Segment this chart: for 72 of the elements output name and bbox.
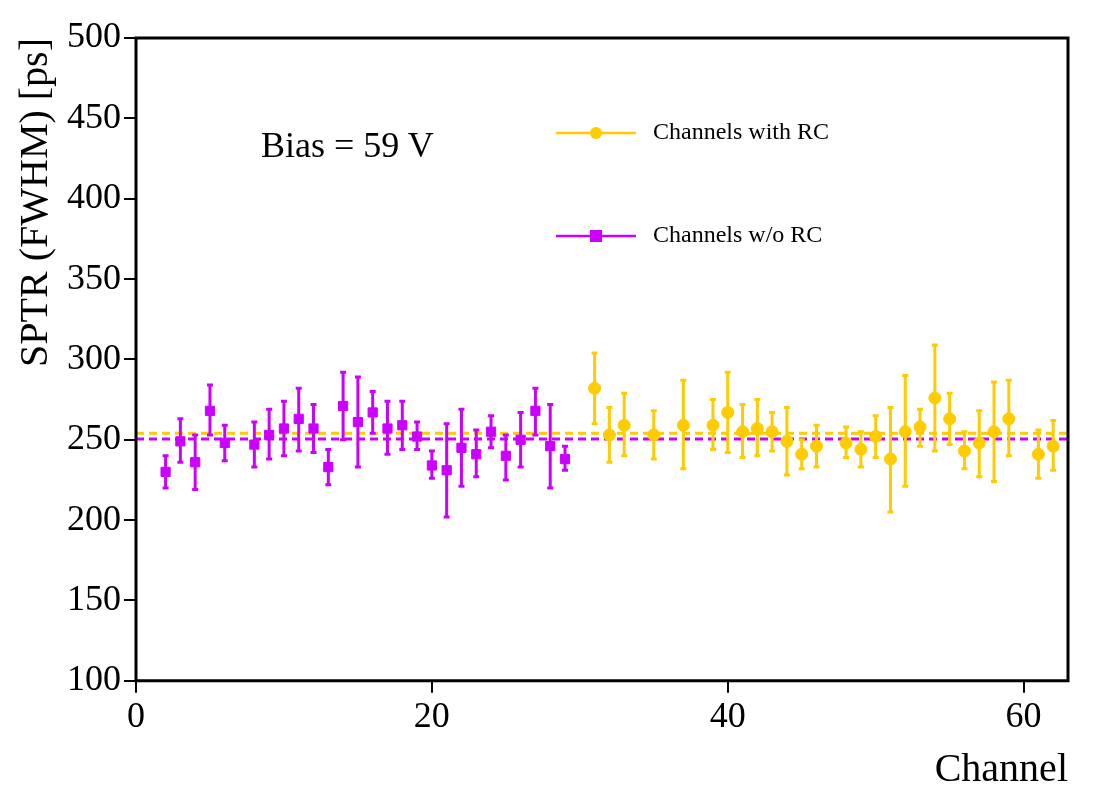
point	[160, 466, 171, 477]
point	[456, 442, 467, 453]
point	[293, 413, 304, 424]
y-tick-label: 400	[67, 176, 121, 217]
y-tick-label: 300	[67, 336, 121, 377]
point	[411, 431, 423, 442]
y-axis-title: SPTR (FWHM) [ps]	[10, 38, 56, 367]
point	[219, 437, 230, 449]
x-tick-label: 60	[1005, 694, 1042, 735]
point	[780, 434, 794, 448]
point	[559, 453, 571, 465]
y-tick-label: 150	[67, 577, 121, 618]
y-tick-label: 200	[67, 497, 121, 538]
point	[278, 423, 290, 434]
point	[1002, 412, 1016, 426]
legend-label: Channels w/o RC	[653, 221, 823, 248]
point	[545, 441, 556, 452]
point	[500, 450, 511, 461]
y-tick-label: 500	[67, 15, 121, 56]
point	[676, 418, 690, 432]
point	[352, 416, 363, 428]
point	[928, 391, 942, 405]
point	[485, 426, 497, 437]
x-tick-label: 20	[413, 694, 450, 735]
point	[810, 439, 824, 453]
point	[972, 436, 986, 450]
annotation: Bias = 59 V	[261, 125, 434, 166]
legend-label: Channels with RC	[653, 118, 830, 145]
point	[750, 422, 764, 435]
point	[588, 381, 602, 395]
point	[397, 420, 408, 431]
point	[617, 418, 631, 432]
point	[515, 434, 526, 445]
point	[175, 436, 186, 447]
point	[706, 418, 720, 432]
point	[530, 405, 541, 416]
point	[795, 447, 809, 461]
point	[190, 457, 201, 468]
point	[943, 412, 957, 426]
x-axis-title: Channel	[934, 744, 1068, 790]
point	[1046, 439, 1060, 453]
point	[426, 460, 437, 471]
point	[308, 423, 319, 434]
point	[382, 423, 393, 434]
x-tick-label: 40	[709, 694, 746, 735]
point	[264, 429, 275, 441]
point	[249, 439, 260, 450]
point	[987, 425, 1001, 439]
y-tick-label: 350	[67, 256, 121, 297]
point	[736, 425, 750, 439]
y-tick-label: 100	[67, 658, 121, 699]
point	[721, 405, 735, 419]
point	[839, 436, 853, 450]
y-tick-label: 450	[67, 95, 121, 136]
point	[869, 430, 883, 444]
x-tick-label: 0	[127, 694, 145, 735]
point	[957, 444, 971, 458]
point	[471, 449, 482, 460]
point	[367, 407, 378, 418]
point	[913, 420, 927, 434]
point	[883, 452, 897, 466]
point	[647, 428, 661, 442]
point	[602, 428, 616, 442]
point	[765, 425, 779, 439]
point	[854, 442, 868, 456]
y-tick-label: 250	[67, 417, 121, 458]
point	[441, 465, 452, 476]
point	[338, 400, 349, 412]
point	[1031, 447, 1045, 461]
point	[323, 461, 334, 473]
point	[204, 405, 216, 416]
point	[898, 425, 912, 439]
